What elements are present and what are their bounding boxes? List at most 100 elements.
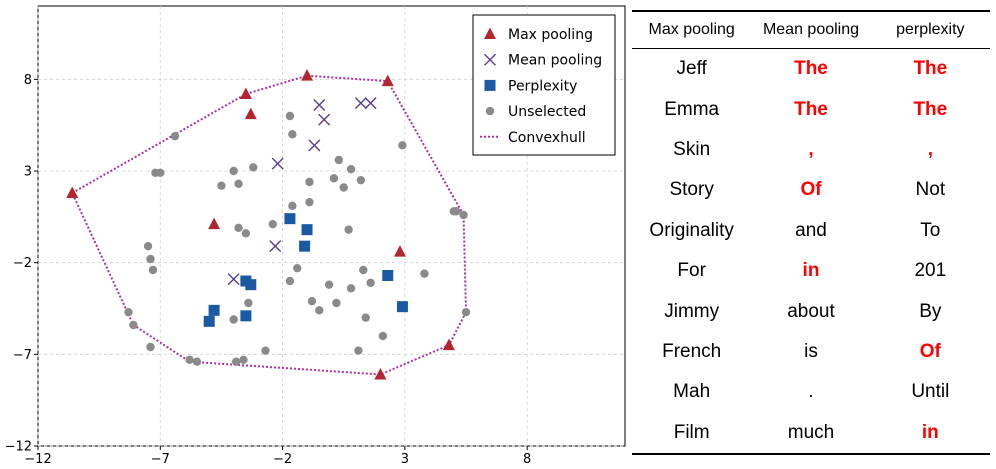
cell-perplexity: Until: [911, 381, 950, 403]
max-pooling-point: [442, 338, 455, 351]
data-points: [66, 69, 471, 380]
unselected-point: [346, 284, 356, 293]
unselected-point: [192, 357, 202, 366]
unselected-point: [156, 168, 165, 178]
mean-pooling-point: [354, 97, 367, 110]
cell-mean-pooling: in: [802, 260, 820, 282]
y-tick-label: −12: [5, 440, 32, 455]
y-tick-label: −7: [13, 348, 32, 363]
cell-mean-pooling: The: [794, 58, 828, 80]
scatter-chart: −12 −7 −2 3 8 −12 −7 −2 3 8 Max pooling Mean pooli…: [5, 5, 626, 467]
convex-hull-line: [70, 74, 468, 376]
header-mean-pooling: Mean pooling: [751, 10, 871, 49]
x-tick-label: −2: [273, 452, 292, 467]
table-row: Emma The The: [632, 89, 990, 129]
table-header-row: Max pooling Mean pooling perplexity: [632, 10, 990, 49]
mean-pooling-point: [269, 240, 282, 253]
unselected-point: [244, 298, 253, 308]
unselected-point: [288, 130, 297, 139]
unselected-point: [241, 229, 251, 238]
cell-perplexity: The: [913, 98, 948, 120]
header-perplexity: perplexity: [870, 10, 990, 49]
unselected-point: [234, 179, 243, 189]
convex-hull: [70, 74, 468, 376]
cell-max-pooling: For: [677, 260, 706, 282]
cell-mean-pooling: ,: [808, 138, 814, 160]
mean-pooling-point: [227, 273, 240, 286]
perplexity-point: [203, 315, 215, 327]
unselected-point: [315, 306, 324, 315]
legend-label-max-pooling: Max pooling: [508, 27, 593, 43]
max-pooling-point: [374, 368, 387, 380]
legend-swatch-perplexity: [484, 79, 496, 91]
cell-perplexity: in: [870, 412, 990, 455]
unselected-point: [129, 320, 138, 330]
max-pooling-point: [66, 186, 79, 198]
cell-mean-pooling: The: [794, 98, 828, 120]
perplexity-point: [299, 240, 311, 252]
cell-mean-pooling: .: [808, 381, 814, 403]
unselected-point: [461, 307, 471, 317]
unselected-point: [229, 315, 238, 324]
table-row: Skin,,: [632, 130, 990, 170]
x-tick-label: −7: [151, 452, 170, 467]
cell-max-pooling: Originality: [649, 219, 734, 241]
cell-mean-pooling: and: [795, 219, 827, 241]
table-row: Film much in: [632, 412, 990, 455]
unselected-point: [231, 357, 241, 366]
table-row: Originality and To: [632, 211, 990, 251]
unselected-point: [329, 174, 339, 183]
unselected-point: [293, 263, 302, 273]
unselected-point: [146, 342, 155, 352]
unselected-point: [261, 346, 270, 355]
legend-label-perplexity: Perplexity: [508, 78, 577, 94]
cell-perplexity: The: [913, 58, 948, 80]
axis-ticks: −12 −7 −2 3 8 −12 −7 −2 3 8: [5, 73, 532, 467]
table-row: French is Of: [632, 332, 990, 372]
unselected-point: [324, 280, 334, 289]
perplexity-point: [301, 224, 313, 236]
cell-max-pooling: Mah: [673, 381, 711, 403]
table-row: Mah. Until: [632, 372, 990, 412]
perplexity-point: [382, 270, 394, 281]
mean-pooling-point: [364, 97, 377, 110]
perplexity-point: [245, 279, 257, 291]
unselected-point: [185, 355, 194, 365]
table-row: For in 201: [632, 251, 990, 291]
max-pooling-point: [239, 87, 252, 99]
cell-max-pooling: French: [662, 340, 722, 362]
unselected-point: [356, 175, 366, 185]
unselected-point: [305, 177, 314, 187]
unselected-point: [143, 241, 153, 251]
legend-label-unselected: Unselected: [508, 104, 586, 120]
unselected-point: [305, 197, 314, 207]
unselected-point: [344, 225, 353, 234]
unselected-point: [378, 331, 388, 341]
mean-pooling-point: [308, 139, 321, 152]
legend-box: [472, 14, 616, 156]
unselected-point: [288, 201, 297, 211]
cell-perplexity: 201: [914, 260, 947, 282]
unselected-point: [217, 181, 226, 190]
cell-max-pooling: Film: [632, 412, 752, 455]
max-pooling-point: [393, 245, 406, 257]
table-row: Jimmy about By: [632, 291, 990, 331]
unselected-point: [234, 223, 243, 233]
cell-perplexity: By: [919, 300, 942, 322]
table-row: Jeff The The: [632, 49, 990, 90]
cell-max-pooling: Jimmy: [664, 300, 720, 322]
mean-pooling-point: [271, 157, 284, 170]
unselected-point: [229, 166, 238, 176]
unselected-point: [268, 219, 277, 229]
mean-pooling-point: [313, 99, 326, 111]
cell-mean-pooling: about: [787, 300, 835, 322]
header-max-pooling: Max pooling: [632, 10, 752, 49]
unselected-point: [366, 278, 375, 288]
unselected-point: [449, 207, 458, 216]
unselected-point: [146, 254, 155, 264]
cell-max-pooling: Story: [669, 179, 714, 201]
perplexity-point: [208, 304, 220, 316]
cell-mean-pooling: much: [751, 412, 871, 455]
cell-max-pooling: Emma: [664, 98, 720, 120]
legend-label-mean-pooling: Mean pooling: [508, 53, 602, 69]
